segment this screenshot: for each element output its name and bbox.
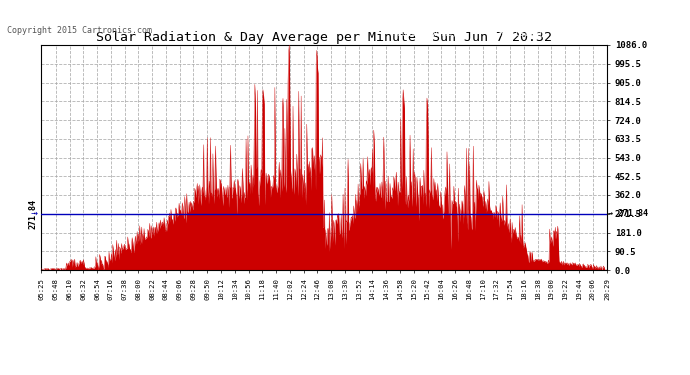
Text: Median (w/m2): Median (w/m2) [392,29,457,38]
Text: Radiation (w/m2): Radiation (w/m2) [499,29,579,38]
Text: → 271.84: → 271.84 [608,209,648,218]
Title: Solar Radiation & Day Average per Minute  Sun Jun 7 20:32: Solar Radiation & Day Average per Minute… [97,31,552,44]
Text: Copyright 2015 Cartronics.com: Copyright 2015 Cartronics.com [7,26,152,35]
Text: 271.84: 271.84 [29,199,38,229]
Text: →: → [31,209,38,218]
